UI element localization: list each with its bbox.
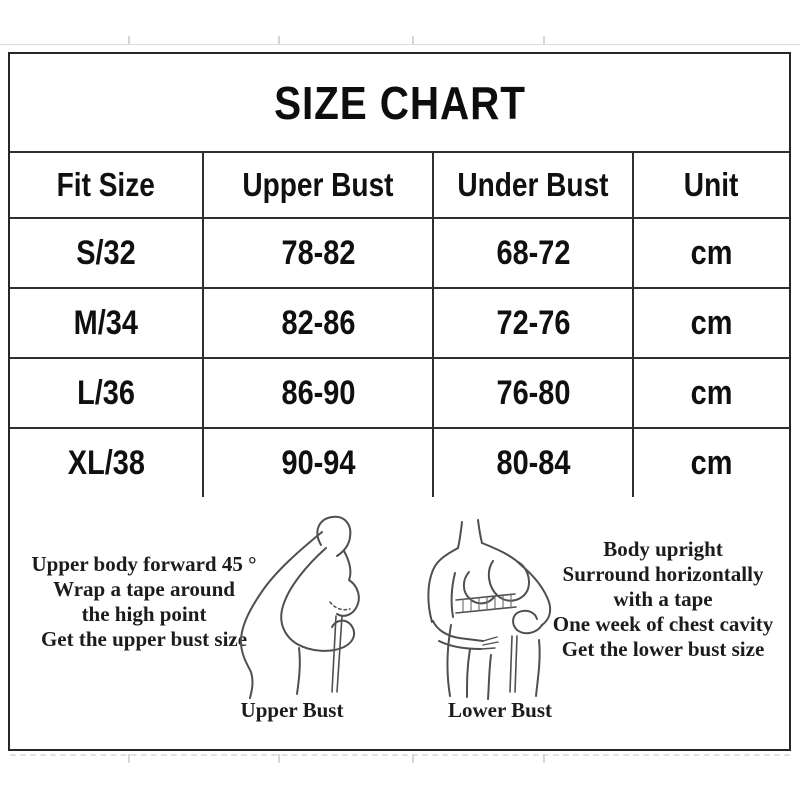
table-row-l36: L/36 86-90 76-80 cm (10, 357, 789, 427)
figure-neck (477, 519, 483, 544)
figure-forearm (432, 620, 484, 642)
chart-title-row: SIZE CHART (10, 54, 789, 153)
instruction-line: Body upright (603, 537, 723, 561)
instruction-line: One week of chest cavity (552, 612, 774, 636)
figure-thigh (296, 647, 301, 695)
cell-fit-size: XL/38 (67, 443, 145, 482)
figure-bust (487, 560, 530, 602)
cell-fit-size: L/36 (77, 373, 135, 412)
figure-neck (457, 521, 463, 549)
cell-under-bust: 68-72 (432, 219, 632, 287)
figure-belly-line (487, 654, 492, 700)
instruction-line: with a tape (613, 587, 713, 611)
cell-under-bust: 72-76 (432, 289, 632, 357)
measuring-tape-end (509, 635, 518, 693)
cell-under-bust: 80-84 (432, 429, 632, 497)
figure-head (316, 515, 352, 557)
cell-upper-bust: 86-90 (202, 359, 432, 427)
crop-artifact-tick (128, 36, 130, 45)
lower-bust-caption: Lower Bust (447, 698, 553, 722)
figure-waist-left (446, 624, 452, 697)
table-row-s32: S/32 78-82 68-72 cm (10, 217, 789, 287)
cell-fit-size: M/34 (73, 303, 139, 342)
table-row-xl38: XL/38 90-94 80-84 cm (10, 427, 789, 497)
upper-bust-instructions: Upper body forward 45 ° Wrap a tape arou… (16, 552, 272, 652)
crop-artifact-tick (412, 36, 414, 45)
figure-waist-right (535, 639, 541, 697)
cell-under-bust: 76-80 (432, 359, 632, 427)
cell-fit-size: S/32 (76, 233, 136, 272)
figure-bust (336, 550, 360, 617)
measuring-tape-band (455, 593, 517, 614)
tape-wrap (329, 601, 351, 611)
instruction-line: Wrap a tape around (53, 577, 235, 601)
cell-unit: cm (632, 359, 789, 427)
instruction-line: Get the lower bust size (561, 637, 765, 661)
figure-left-arm (427, 547, 459, 623)
lower-bust-instructions: Body upright Surround horizontally with … (538, 537, 788, 662)
instruction-line: Get the upper bust size (40, 627, 248, 651)
cell-upper-bust: 78-82 (202, 219, 432, 287)
chart-title: SIZE CHART (273, 76, 526, 129)
upper-bust-caption: Upper Bust (240, 698, 344, 722)
cell-unit: cm (632, 219, 789, 287)
figure-forearm (438, 640, 482, 650)
table-row-m34: M/34 82-86 72-76 cm (10, 287, 789, 357)
crop-artifact-tick (412, 754, 414, 763)
cell-unit: cm (632, 289, 789, 357)
measuring-guide-panel: Upper body forward 45 ° Wrap a tape arou… (10, 497, 789, 747)
figure-right-arm (481, 542, 552, 626)
figure-arm (280, 547, 356, 652)
figure-belly-line (466, 648, 471, 698)
figure-hand (512, 609, 543, 635)
cell-upper-bust: 90-94 (202, 429, 432, 497)
figure-fingers (480, 636, 499, 650)
measuring-tape (331, 615, 337, 693)
lower-bust-figure-illustration (427, 519, 552, 700)
size-chart-table: SIZE CHART Fit Size Upper Bust Under Bus… (8, 52, 791, 751)
column-header-unit: Unit (632, 153, 789, 217)
crop-artifact-tick (128, 754, 130, 763)
instruction-line: Upper body forward 45 ° (31, 552, 257, 576)
crop-artifact-tick (543, 36, 545, 45)
crop-artifact-tick (278, 36, 280, 45)
column-header-fit-size: Fit Size (56, 166, 156, 203)
cell-upper-bust: 82-86 (202, 289, 432, 357)
table-header-row: Fit Size Upper Bust Under Bust Unit (10, 153, 789, 217)
upper-bust-figure-illustration (239, 515, 360, 699)
column-header-under-bust: Under Bust (432, 153, 632, 217)
column-header-upper-bust: Upper Bust (202, 153, 432, 217)
crop-artifact-tick (278, 754, 280, 763)
instruction-line: the high point (81, 602, 207, 626)
figure-back (239, 531, 323, 699)
instruction-line: Surround horizontally (562, 562, 764, 586)
measuring-tape (336, 615, 343, 693)
cell-unit: cm (632, 429, 789, 497)
crop-artifact-tick (543, 754, 545, 763)
crop-artifact-line-bottom (10, 754, 790, 756)
crop-artifact-line-top (0, 44, 800, 45)
figure-side (450, 572, 456, 618)
tape-ticks (462, 594, 512, 613)
